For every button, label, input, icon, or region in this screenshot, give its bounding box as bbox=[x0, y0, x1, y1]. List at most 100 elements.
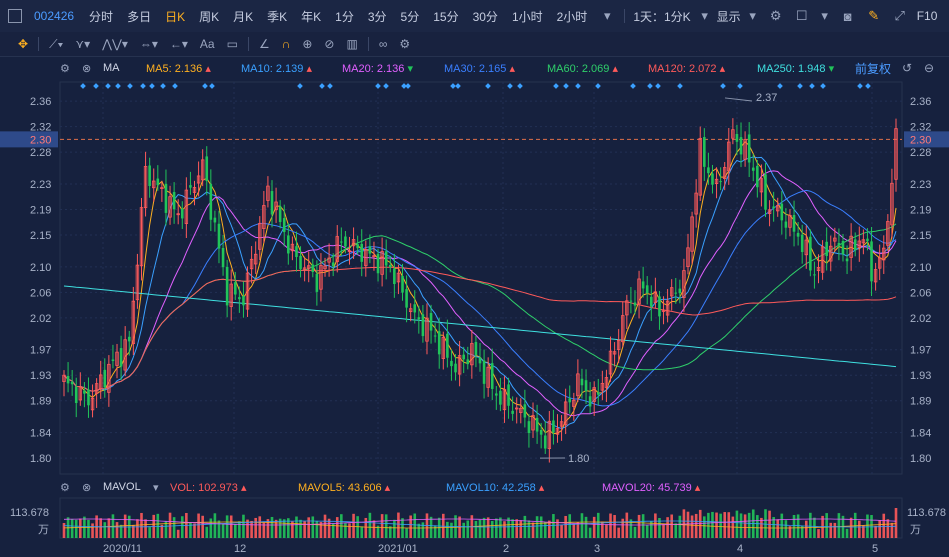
volume-bar bbox=[123, 514, 127, 538]
text-tool[interactable]: Aa bbox=[199, 37, 215, 51]
candle-body-down bbox=[507, 384, 510, 406]
panel-toggle-icon[interactable] bbox=[8, 9, 22, 23]
candle-body-up bbox=[743, 139, 747, 160]
candle-body-down bbox=[764, 174, 767, 210]
candle-body-down bbox=[629, 300, 633, 302]
magnet-icon[interactable]: ∩ bbox=[281, 37, 291, 51]
volume-bar bbox=[792, 515, 796, 538]
volume-bar bbox=[319, 521, 323, 538]
trash-icon[interactable]: ▥ bbox=[346, 37, 358, 51]
candle-body-up bbox=[470, 343, 474, 366]
event-marker-icon bbox=[507, 83, 513, 89]
minus-icon[interactable]: ⊖ bbox=[924, 61, 935, 75]
line-tool-icon[interactable]: ⟋▾ bbox=[49, 36, 64, 51]
up-triangle-icon: ▴ bbox=[240, 482, 247, 494]
candle-body-up bbox=[608, 350, 613, 375]
event-marker-icon bbox=[405, 83, 411, 89]
camera-icon[interactable]: ◙ bbox=[843, 8, 852, 24]
event-marker-icon bbox=[383, 83, 389, 89]
settings-icon[interactable]: ⚙ bbox=[60, 62, 70, 75]
close-icon[interactable]: ⊗ bbox=[82, 482, 92, 494]
volume-bar bbox=[172, 517, 176, 538]
candle-body-up bbox=[661, 309, 666, 312]
candle-body-down bbox=[295, 246, 298, 258]
volume-bar bbox=[348, 523, 351, 538]
volume-max-left: 113.678 bbox=[10, 507, 49, 519]
lock-icon[interactable]: ⊕ bbox=[302, 37, 313, 51]
period-tab-1min[interactable]: 1分 bbox=[335, 9, 354, 24]
candle-body-down bbox=[217, 223, 221, 249]
settings-icon[interactable]: ⚙ bbox=[60, 482, 70, 494]
period-tab-quarterly[interactable]: 季K bbox=[267, 9, 288, 24]
price-tick-left: 2.02 bbox=[30, 313, 51, 325]
wave-tool-icon[interactable]: ⋀⋁▾ bbox=[102, 37, 128, 51]
candle-body-down bbox=[678, 288, 682, 294]
candle-body-up bbox=[115, 351, 119, 366]
period-tab-3min[interactable]: 3分 bbox=[367, 9, 387, 24]
crosshair-icon[interactable]: ✥ bbox=[18, 37, 29, 51]
divider bbox=[367, 37, 369, 51]
volume-bar bbox=[490, 520, 494, 538]
adjust-mode-select[interactable]: 前复权 bbox=[855, 61, 892, 76]
candle-body-down bbox=[205, 156, 209, 182]
reset-icon[interactable]: ↺ bbox=[902, 61, 913, 75]
candle-body-up bbox=[612, 351, 617, 355]
gear-icon[interactable]: ⚙ bbox=[399, 37, 411, 51]
volume-bar bbox=[450, 522, 453, 538]
chevron-down-icon[interactable]: ▾ bbox=[749, 8, 756, 23]
volume-bar bbox=[833, 522, 837, 538]
fork-tool-icon[interactable]: ⋎▾ bbox=[75, 37, 91, 51]
period-tab-weekly[interactable]: 周K bbox=[199, 9, 220, 24]
volume-bar bbox=[429, 516, 433, 538]
layout-toggle-icon[interactable]: ☐ bbox=[795, 8, 808, 23]
stock-code[interactable]: 002426 bbox=[34, 9, 75, 23]
vol-legend-title[interactable]: MAVOL bbox=[103, 481, 141, 493]
period-tab-30min[interactable]: 30分 bbox=[472, 9, 498, 24]
period-tab-1hour[interactable]: 1小时 bbox=[511, 9, 543, 24]
fullscreen-icon[interactable]: ⤢ bbox=[894, 8, 905, 23]
period-tab-5min[interactable]: 5分 bbox=[400, 9, 420, 24]
price-tick-left: 1.84 bbox=[30, 428, 51, 440]
channel-tool-icon[interactable]: ⇔▾ bbox=[139, 37, 158, 51]
volume-bar bbox=[176, 529, 180, 538]
link-icon[interactable]: ∞ bbox=[378, 37, 388, 51]
gear-icon[interactable]: ⚙ bbox=[769, 8, 782, 23]
candle-body-down bbox=[148, 165, 151, 187]
pencil-icon[interactable]: ✎ bbox=[868, 8, 880, 23]
period-tab-intraday[interactable]: 分时 bbox=[89, 9, 114, 24]
f10-button[interactable]: F10 bbox=[916, 9, 938, 23]
period-tab-15min[interactable]: 15分 bbox=[433, 9, 459, 24]
period-tab-2hour[interactable]: 2小时 bbox=[556, 9, 588, 24]
volume-bar bbox=[572, 524, 576, 538]
chevron-down-icon[interactable]: ▾ bbox=[701, 8, 708, 23]
ma-legend-title[interactable]: MA bbox=[103, 62, 120, 74]
mavol10-label: MAVOL10: 42.258 ▴ bbox=[446, 481, 544, 494]
event-marker-icon bbox=[327, 83, 333, 89]
comment-icon[interactable]: ▭ bbox=[226, 37, 238, 51]
close-icon[interactable]: ⊗ bbox=[82, 62, 92, 75]
period-tab-monthly[interactable]: 月K bbox=[233, 9, 254, 24]
display-menu[interactable]: 显示 bbox=[716, 9, 741, 24]
chevron-down-icon[interactable]: ▾ bbox=[604, 8, 611, 23]
event-marker-icon bbox=[809, 83, 815, 89]
chevron-down-icon[interactable]: ▾ bbox=[821, 8, 828, 23]
ruler-icon[interactable]: ∠ bbox=[258, 37, 270, 51]
chevron-down-icon[interactable]: ▾ bbox=[153, 482, 159, 494]
volume-bar bbox=[800, 525, 804, 538]
volume-bar bbox=[262, 522, 266, 538]
period-setting-select[interactable]: 1天：1分K bbox=[633, 9, 691, 24]
price-tick-right: 2.19 bbox=[910, 204, 931, 216]
candle-body-up bbox=[829, 245, 833, 262]
candle-body-down bbox=[772, 206, 775, 209]
price-tick-left: 2.19 bbox=[30, 204, 51, 216]
volume-bar bbox=[845, 528, 849, 538]
candle-body-up bbox=[502, 389, 507, 411]
period-tab-yearly[interactable]: 年K bbox=[301, 9, 322, 24]
up-triangle-icon: ▴ bbox=[719, 62, 726, 75]
period-tab-multiday[interactable]: 多日 bbox=[127, 9, 152, 24]
period-tab-daily[interactable]: 日K bbox=[165, 9, 186, 24]
arrow-tool-icon[interactable]: ←▾ bbox=[169, 37, 188, 51]
time-tick: 2020/11 bbox=[103, 543, 142, 555]
hide-icon[interactable]: ⊘ bbox=[324, 37, 335, 51]
